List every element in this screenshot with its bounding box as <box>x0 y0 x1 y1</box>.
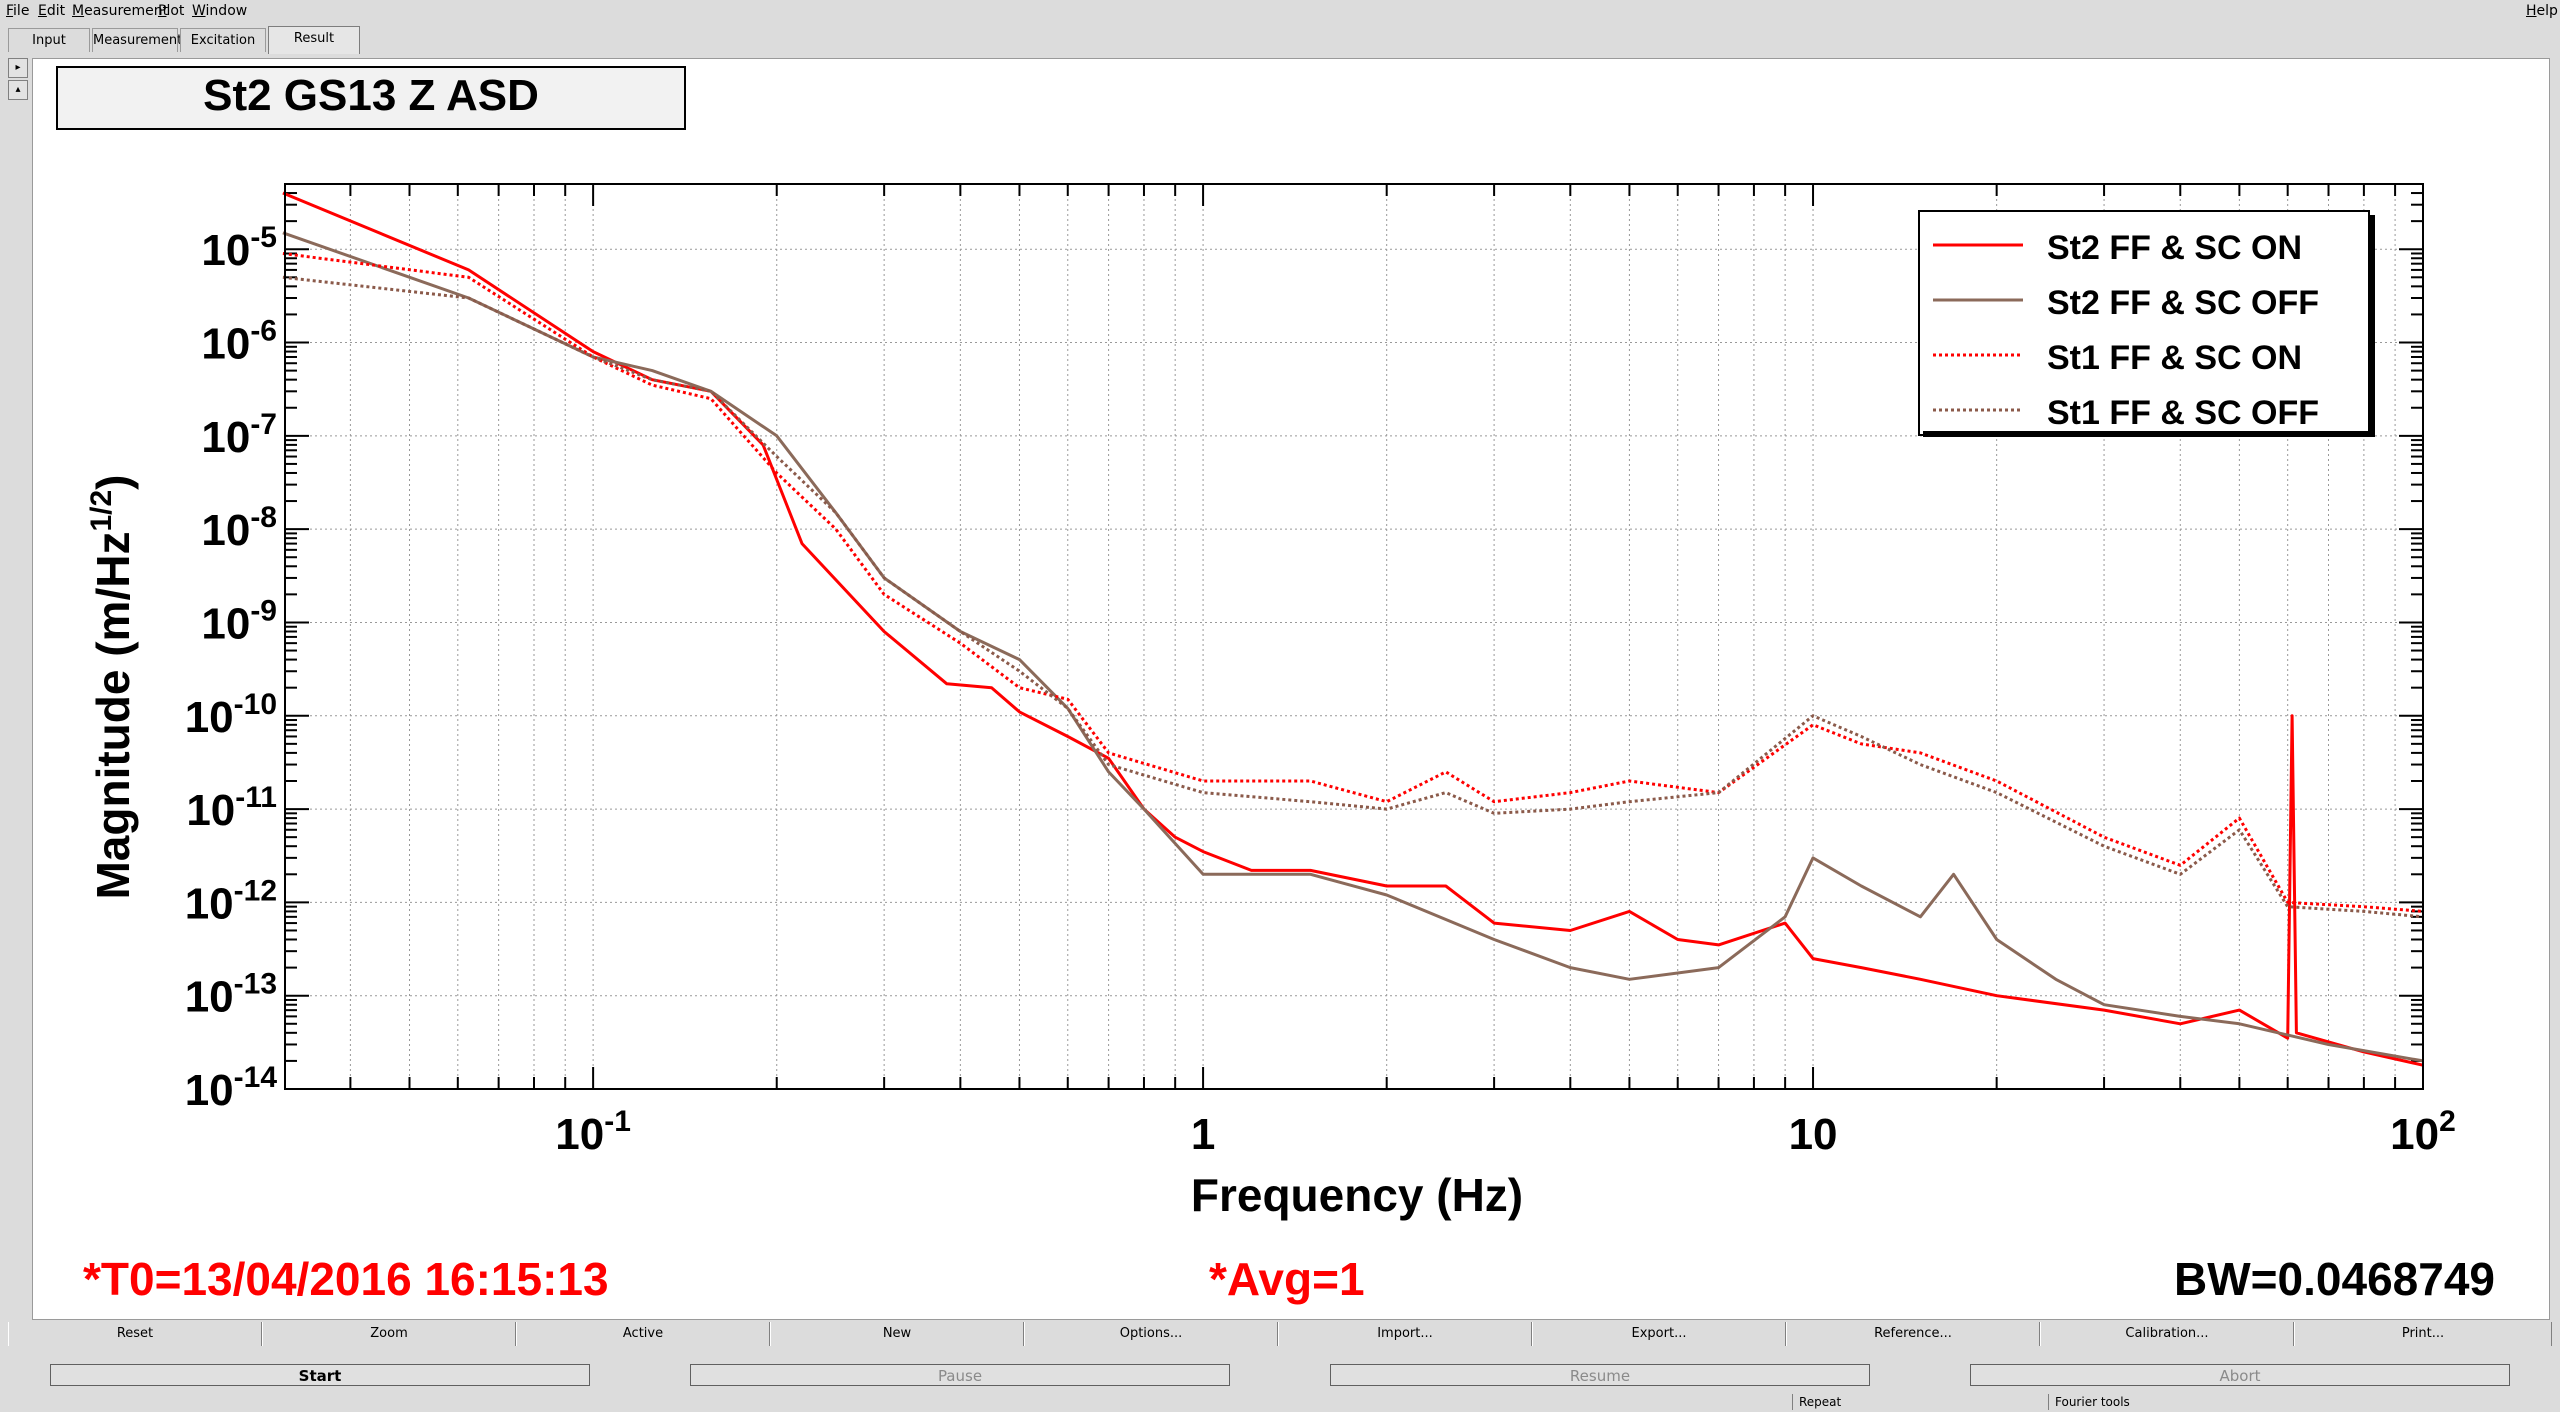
y-tick-label: 10-14 <box>185 1061 278 1115</box>
menu-plot[interactable]: Plot <box>158 3 185 19</box>
legend-box <box>1918 210 2370 436</box>
tab-input[interactable]: Input <box>8 28 90 52</box>
new-button[interactable]: New <box>770 1322 1024 1346</box>
start-button[interactable]: Start <box>50 1364 590 1386</box>
menu-file[interactable]: File <box>6 3 30 19</box>
plot-title: St2 GS13 Z ASD <box>203 71 539 120</box>
tick-labels: 10-1 1 10 10210-510-610-710-810-910-1010-11… <box>185 221 2456 1159</box>
reference-button[interactable]: Reference... <box>1786 1322 2040 1346</box>
export-button[interactable]: Export... <box>1532 1322 1786 1346</box>
reset-button[interactable]: Reset <box>8 1322 262 1346</box>
menu-bar: File Edit Measurement Plot Window Help <box>0 0 2560 24</box>
status-bar: Repeat Fourier tools <box>0 1392 2560 1412</box>
start-time-label: *T0=13/04/2016 16:15:13 <box>83 1253 609 1305</box>
legend: St2 FF & SC ON St2 FF & SC OFF St1 FF & SC… <box>1918 210 2375 437</box>
x-tick-label: 10 <box>1789 1110 1838 1159</box>
y-tick-label: 10-8 <box>201 501 277 555</box>
abort-button[interactable]: Abort <box>1970 1364 2510 1386</box>
menu-window[interactable]: Window <box>192 3 248 19</box>
y-tick-label: 10-12 <box>185 874 277 928</box>
zoom-button[interactable]: Zoom <box>262 1322 516 1346</box>
series-line-1 <box>282 191 2424 1067</box>
menu-help[interactable]: Help <box>2526 3 2558 19</box>
side-controls: ▸ ▴ <box>8 58 28 102</box>
plot-frame <box>284 183 2424 1090</box>
pause-button[interactable]: Pause <box>690 1364 1230 1386</box>
y-axis-label: Magnitude (m/Hz1/2) <box>85 474 139 899</box>
y-tick-label: 10-7 <box>201 408 277 462</box>
tab-result[interactable]: Result <box>268 26 360 54</box>
y-tick-label: 10-10 <box>185 688 277 742</box>
x-tick-label: 1 <box>1191 1110 1215 1159</box>
options-button[interactable]: Options... <box>1024 1322 1278 1346</box>
menu-edit[interactable]: Edit <box>38 3 66 19</box>
import-button[interactable]: Import... <box>1278 1322 1532 1346</box>
x-tick-label: 10-1 <box>555 1105 631 1159</box>
legend-label-2: St2 FF & SC OFF <box>2047 284 2319 322</box>
y-tick-label: 10-5 <box>201 221 277 275</box>
collapse-arrow-icon[interactable]: ▴ <box>8 80 28 100</box>
asd-chart[interactable]: St2 GS13 Z ASD 10-1 1 10 10210-510-610-710-… <box>33 59 2549 1319</box>
status-repeat: Repeat <box>1792 1394 2048 1410</box>
bandwidth-label: BW=0.0468749 <box>2174 1253 2495 1305</box>
series-line-4 <box>282 275 2424 919</box>
plot-toolbar: Reset Zoom Active New Options... Import.… <box>8 1322 2552 1346</box>
tab-measurement[interactable]: Measurement <box>92 28 182 52</box>
resume-button[interactable]: Resume <box>1330 1364 1870 1386</box>
average-label: *Avg=1 <box>1209 1253 1365 1305</box>
x-axis-label: Frequency (Hz) <box>1191 1169 1523 1221</box>
active-button[interactable]: Active <box>516 1322 770 1346</box>
expand-arrow-icon[interactable]: ▸ <box>8 58 28 78</box>
tab-bar: Input Measurement Excitation Result <box>0 26 2560 54</box>
y-tick-label: 10-11 <box>186 781 277 835</box>
calibration-button[interactable]: Calibration... <box>2040 1322 2294 1346</box>
menu-measurement[interactable]: Measurement <box>72 3 169 19</box>
series-line-3 <box>282 252 2424 913</box>
legend-label-1: St2 FF & SC ON <box>2047 229 2302 267</box>
status-fourier-tools: Fourier tools <box>2048 1394 2348 1410</box>
legend-label-3: St1 FF & SC ON <box>2047 339 2302 377</box>
plot-pad: St2 GS13 Z ASD 10-1 1 10 102 10-5 10-6 10-7 10-… <box>32 58 2550 1320</box>
x-tick-label: 102 <box>2390 1105 2456 1159</box>
series-group <box>282 191 2424 1067</box>
series-line-2 <box>282 231 2424 1063</box>
tab-excitation[interactable]: Excitation <box>180 28 266 52</box>
legend-shadow-bottom <box>1923 431 2373 437</box>
legend-shadow-right <box>2369 215 2375 437</box>
y-tick-label: 10-13 <box>185 968 277 1022</box>
print-button[interactable]: Print... <box>2294 1322 2552 1346</box>
y-tick-label: 10-9 <box>201 594 277 648</box>
axis-ticks <box>285 183 2424 1090</box>
y-tick-label: 10-6 <box>201 315 277 369</box>
title-box <box>56 66 686 130</box>
legend-label-4: St1 FF & SC OFF <box>2047 394 2319 432</box>
